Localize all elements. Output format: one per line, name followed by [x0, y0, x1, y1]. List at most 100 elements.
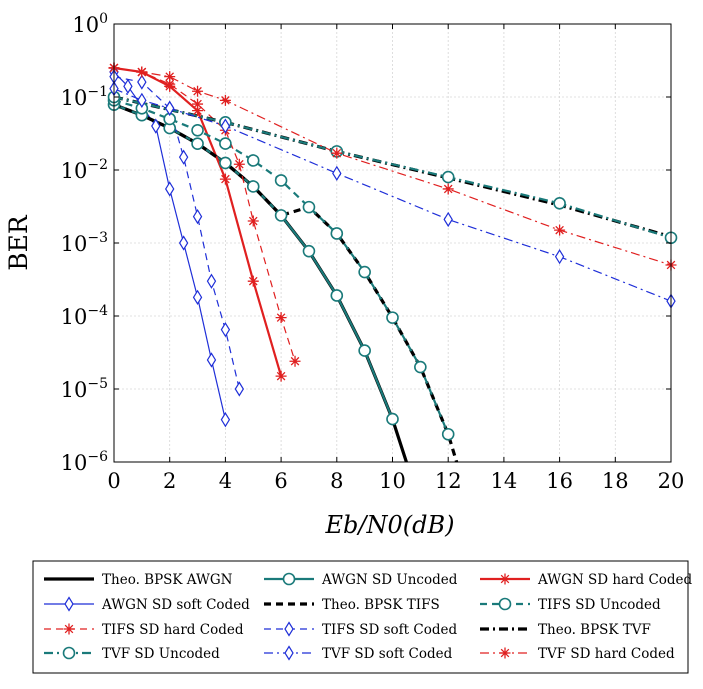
data-point-awgn-sd-uncoded [386, 412, 399, 426]
y-tick-label: 10−5 [61, 376, 108, 402]
data-point-tvf-sd-soft-coded [554, 249, 565, 265]
data-point-tvf-sd-soft-coded [443, 211, 453, 228]
x-axis-label: Eb/N0(dB) [325, 511, 455, 539]
x-tick-label: 0 [107, 469, 120, 493]
data-point-tvf-sd-soft-coded [332, 165, 342, 181]
data-point-tifs-sd-soft-coded [178, 149, 189, 165]
data-point-tvf-sd-soft-coded [164, 100, 175, 116]
x-tick-label: 2 [163, 469, 176, 493]
legend-box [32, 560, 689, 674]
x-tick-label: 14 [491, 469, 518, 493]
data-point-tvf-sd-hard-coded [164, 71, 176, 83]
x-tick-label: 12 [435, 469, 462, 493]
y-axis-label: BER [4, 214, 33, 271]
data-point-tifs-sd-uncoded [386, 311, 399, 324]
data-point-awgn-sd-soft-coded [151, 118, 161, 134]
data-point-tvf-sd-hard-coded [136, 66, 148, 78]
data-point-tifs-sd-hard-coded [275, 312, 287, 324]
data-point-tifs-sd-soft-coded [137, 74, 147, 90]
data-point-tifs-sd-soft-coded [220, 322, 231, 338]
x-tick-label: 18 [602, 469, 629, 493]
legend-label-awgn-sd-soft-coded: AWGN SD soft Coded [101, 597, 250, 613]
data-point-tifs-sd-uncoded [358, 265, 371, 279]
legend-label-theo-bpsk-tvf: Theo. BPSK TVF [538, 622, 651, 638]
x-tick-labels: 0 2 4 6 8 10 12 14 16 18 20 [107, 24, 684, 493]
data-point-tvf-sd-hard-coded [554, 224, 566, 236]
legend-marker-tvf-sd-soft-coded [284, 645, 294, 661]
data-point-tvf-sd-soft-coded [220, 118, 231, 134]
data-point-tifs-sd-hard-coded [233, 158, 245, 170]
x-tick-label: 4 [219, 469, 232, 493]
series-line-awgn-sd-uncoded [114, 103, 394, 420]
legend-marker-tvf-sd-hard-coded [499, 647, 511, 659]
y-tick-labels: 100 10−1 10−2 10−3 10−4 10−5 10−6 [61, 11, 671, 475]
legend-label-tvf-sd-hard-coded: TVF SD hard Coded [538, 646, 675, 662]
data-point-tifs-sd-uncoded [302, 200, 316, 214]
data-point-awgn-sd-uncoded [246, 180, 260, 193]
y-tick-label: 100 [72, 11, 108, 37]
series-line-theo-bpsk-tifs [114, 103, 459, 462]
legend-label-theo-bpsk-tifs: Theo. BPSK TIFS [322, 597, 440, 613]
data-point-tifs-sd-hard-coded [247, 215, 259, 227]
grid-lines [113, 23, 672, 463]
legend-marker-tifs-sd-uncoded [498, 597, 512, 611]
legend-marker-awgn-sd-uncoded [282, 572, 296, 586]
data-point-tifs-sd-hard-coded [192, 98, 204, 110]
legend-label-awgn-sd-uncoded: AWGN SD Uncoded [321, 572, 458, 588]
data-point-tifs-sd-hard-coded [289, 355, 301, 367]
data-point-tvf-sd-uncoded [553, 196, 566, 210]
series-line-tifs-sd-hard-coded [114, 67, 296, 362]
data-point-awgn-sd-uncoded [358, 344, 371, 357]
data-point-awgn-sd-hard-coded [219, 173, 231, 185]
marker-layer [107, 62, 678, 441]
legend: Theo. BPSK AWGN AWGN SD Uncoded AWGN SD ha… [44, 572, 693, 662]
x-tick-label: 20 [658, 469, 685, 493]
data-point-awgn-sd-uncoded [330, 289, 344, 302]
data-point-awgn-sd-uncoded [191, 137, 204, 151]
data-point-awgn-sd-uncoded [219, 156, 232, 170]
legend-marker-tifs-sd-hard-coded [63, 623, 75, 635]
legend-label-tifs-sd-uncoded: TIFS SD Uncoded [538, 597, 661, 613]
data-point-tvf-sd-hard-coded [192, 85, 204, 97]
y-tick-label: 10−4 [61, 303, 108, 329]
y-tick-label: 10−3 [61, 230, 108, 256]
y-tick-label: 10−1 [61, 84, 108, 110]
data-point-tvf-sd-hard-coded [219, 94, 231, 106]
data-point-tifs-sd-uncoded [219, 137, 232, 150]
y-tick-label: 10−2 [61, 157, 108, 183]
x-tick-label: 10 [379, 469, 406, 493]
legend-label-theo-bpsk-awgn: Theo. BPSK AWGN [102, 572, 233, 588]
data-point-tifs-sd-soft-coded [206, 273, 217, 289]
legend-marker-tifs-sd-soft-coded [284, 621, 294, 637]
data-point-tvf-sd-hard-coded [442, 183, 454, 195]
data-point-tifs-sd-uncoded [274, 174, 288, 187]
series-line-tvf-sd-uncoded [114, 95, 671, 239]
data-point-tvf-sd-hard-coded [331, 147, 343, 159]
data-point-tifs-sd-soft-coded [192, 208, 203, 225]
data-point-awgn-sd-hard-coded [192, 105, 204, 117]
data-point-awgn-sd-uncoded [302, 244, 316, 258]
data-point-awgn-sd-soft-coded [192, 289, 203, 306]
x-tick-label: 8 [330, 469, 343, 493]
x-tick-label: 16 [546, 469, 573, 493]
data-point-awgn-sd-soft-coded [220, 412, 231, 428]
legend-marker-awgn-sd-hard-coded [499, 573, 511, 585]
legend-marker-tvf-sd-uncoded [62, 646, 76, 660]
data-point-tifs-sd-uncoded [441, 427, 455, 441]
data-point-tifs-sd-uncoded [414, 360, 427, 374]
legend-label-awgn-sd-hard-coded: AWGN SD hard Coded [537, 572, 693, 588]
data-point-awgn-sd-soft-coded [178, 235, 189, 251]
legend-label-tifs-sd-hard-coded: TIFS SD hard Coded [102, 622, 244, 638]
y-tick-label: 10−6 [61, 449, 108, 475]
data-point-awgn-sd-uncoded [274, 209, 288, 222]
data-point-awgn-sd-hard-coded [275, 370, 287, 382]
legend-label-tvf-sd-soft-coded: TVF SD soft Coded [322, 646, 453, 662]
data-point-tvf-sd-uncoded [441, 170, 455, 184]
data-point-tifs-sd-hard-coded [164, 78, 176, 90]
data-point-tifs-sd-soft-coded [234, 381, 245, 397]
data-point-awgn-sd-soft-coded [123, 78, 133, 94]
legend-label-tvf-sd-uncoded: TVF SD Uncoded [102, 646, 220, 662]
data-point-tifs-sd-uncoded [246, 154, 260, 167]
data-point-awgn-sd-soft-coded [164, 181, 175, 197]
